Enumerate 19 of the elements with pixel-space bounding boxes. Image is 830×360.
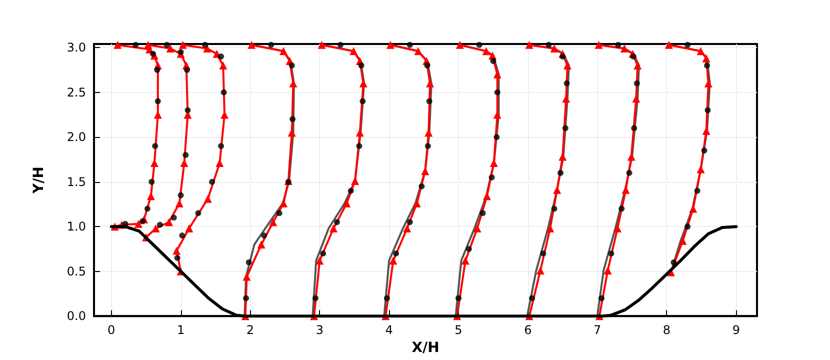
x-tick-label: 8 xyxy=(662,323,671,338)
x-tick-label: 2 xyxy=(246,323,254,338)
x-axis-title: X/H xyxy=(412,340,440,356)
x-tick-label: 0 xyxy=(108,323,116,338)
y-tick-label: 0.5 xyxy=(66,264,86,278)
y-tick-label: 3.0 xyxy=(66,40,86,55)
x-tick-label: 9 xyxy=(732,323,740,338)
y-axis-title: Y/H xyxy=(31,166,47,195)
x-tick-label: 4 xyxy=(385,323,393,338)
x-tick-label: 6 xyxy=(524,323,532,338)
x-tick-label: 5 xyxy=(454,323,462,338)
y-tick-label: 2.5 xyxy=(66,85,86,100)
x-tick-label: 1 xyxy=(176,323,185,338)
x-tick-label: 3 xyxy=(316,323,324,338)
x-tick-label: 7 xyxy=(594,323,602,338)
y-tick-label: 0.0 xyxy=(66,309,86,324)
y-tick-label: 1.5 xyxy=(66,174,86,189)
y-tick-label: 2.0 xyxy=(66,130,86,144)
y-tick-label: 1.0 xyxy=(66,220,86,234)
